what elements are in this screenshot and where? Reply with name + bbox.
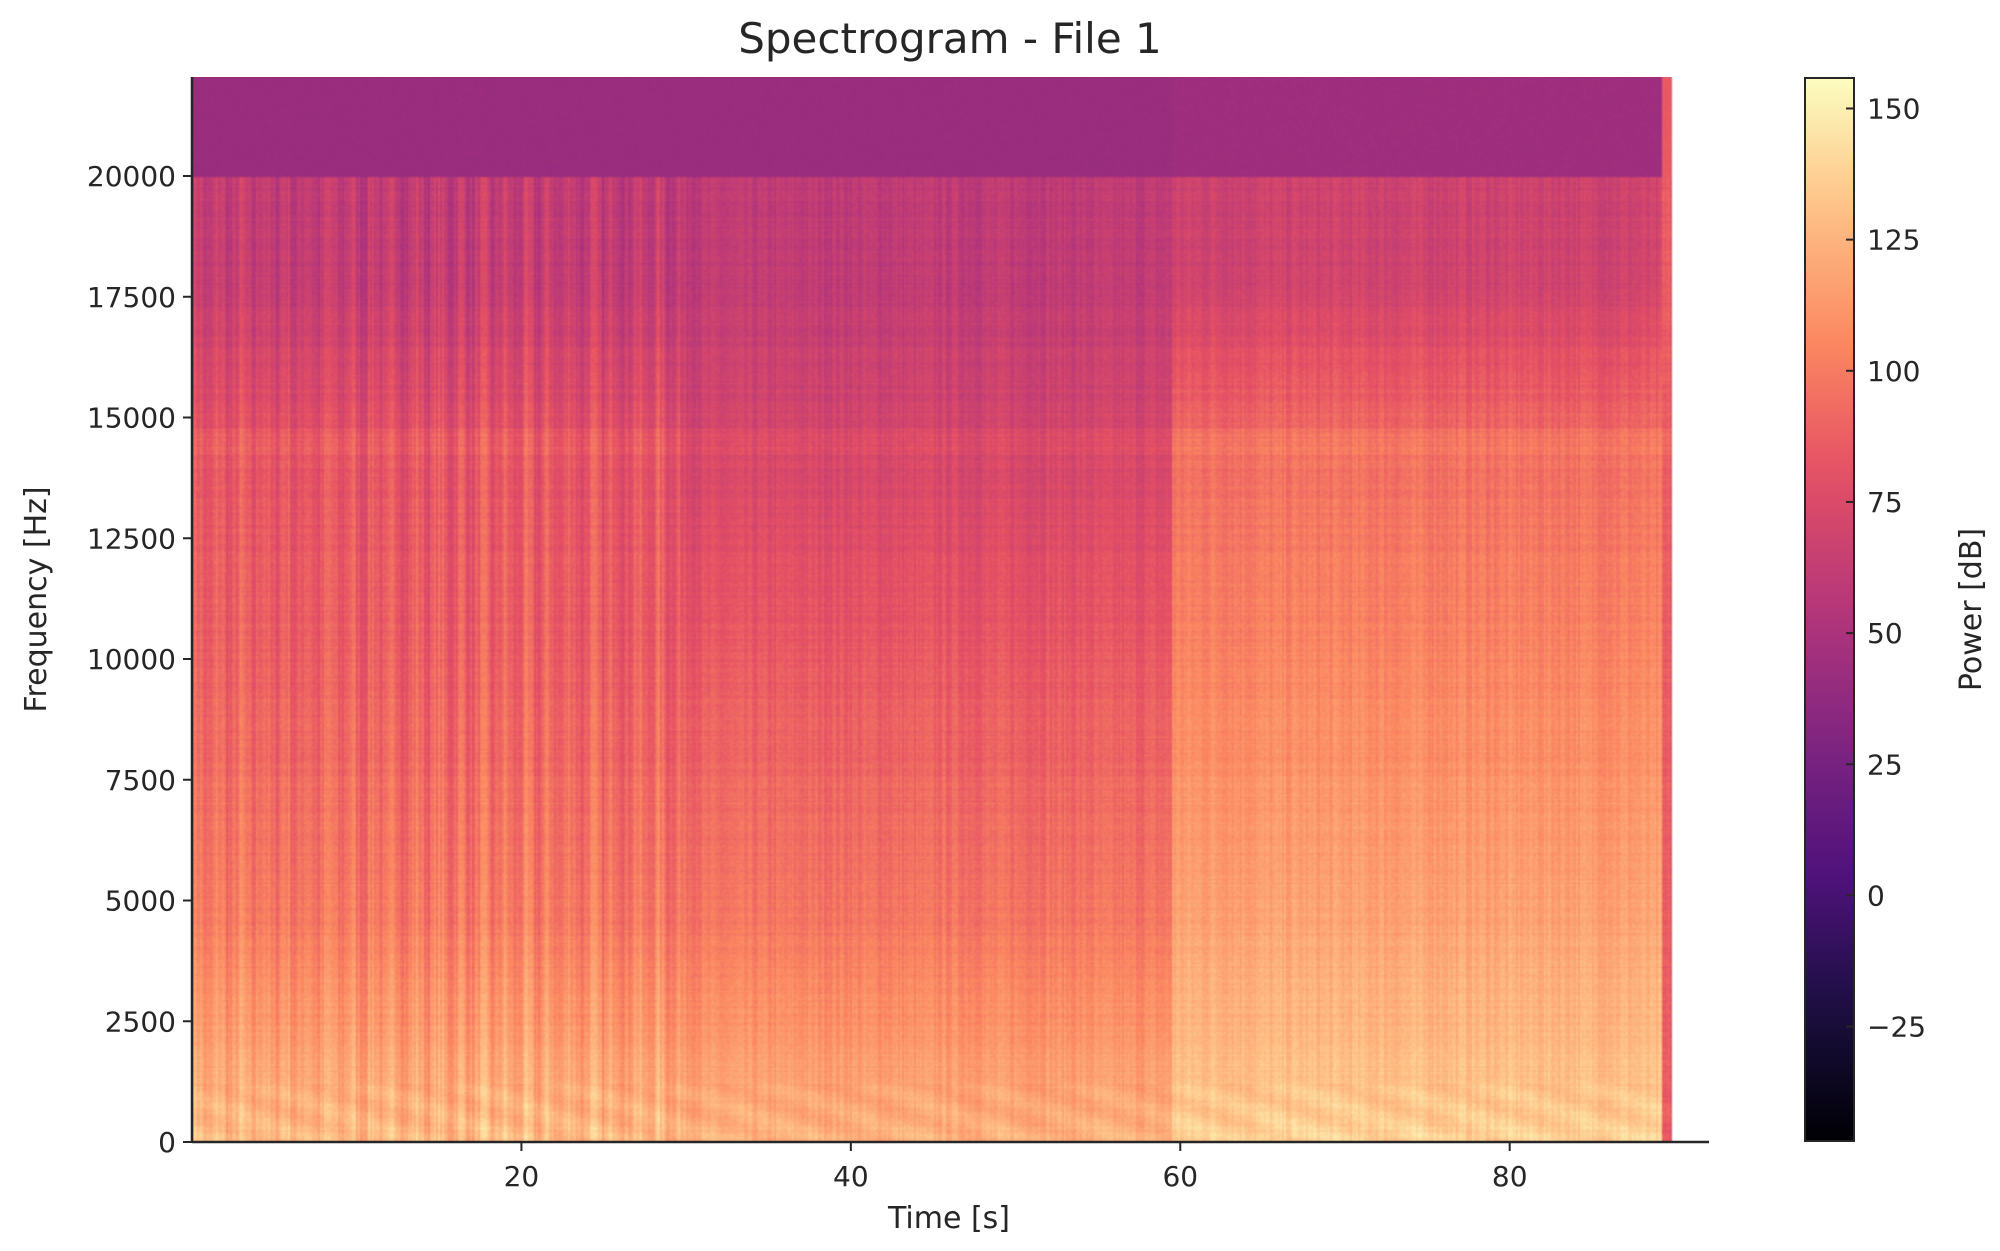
chart-title: Spectrogram - File 1 — [738, 14, 1162, 63]
y-tick-label: 12500 — [87, 522, 176, 555]
y-tick-label: 5000 — [105, 885, 176, 918]
colorbar — [1804, 77, 1855, 1142]
y-tick-label: 20000 — [87, 160, 176, 193]
colorbar-tick-label: 0 — [1867, 879, 1885, 912]
y-tick-label: 7500 — [105, 764, 176, 797]
y-axis-label: Frequency [Hz] — [19, 486, 54, 712]
colorbar-tick-label: 75 — [1867, 486, 1903, 519]
x-tick-label: 40 — [833, 1160, 869, 1193]
colorbar-tick-label: −25 — [1867, 1011, 1926, 1044]
spectrogram-image — [192, 77, 1690, 1142]
colorbar-tick-label: 25 — [1867, 748, 1903, 781]
colorbar-tick-label: 50 — [1867, 617, 1903, 650]
x-tick-label: 80 — [1492, 1160, 1528, 1193]
y-tick-label: 10000 — [87, 643, 176, 676]
colorbar-tick-label: 150 — [1867, 92, 1920, 125]
y-tick-label: 0 — [158, 1126, 176, 1159]
y-tick-label: 17500 — [87, 281, 176, 314]
x-tick-label: 60 — [1162, 1160, 1198, 1193]
colorbar-tick-label: 100 — [1867, 355, 1920, 388]
x-axis-label: Time [s] — [887, 1201, 1010, 1236]
colorbar-label: Power [dB] — [1954, 528, 1989, 691]
x-tick-label: 20 — [504, 1160, 540, 1193]
y-tick-label: 15000 — [87, 402, 176, 435]
y-tick-label: 2500 — [105, 1005, 176, 1038]
colorbar-tick-label: 125 — [1867, 224, 1920, 257]
